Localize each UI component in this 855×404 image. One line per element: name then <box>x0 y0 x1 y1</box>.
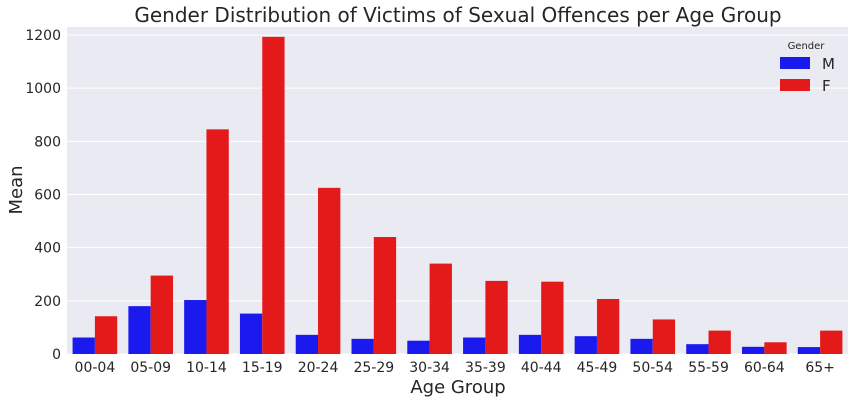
bar-m-55-59 <box>686 344 709 354</box>
legend-label-f: F <box>822 77 831 95</box>
bar-f-00-04 <box>94 316 118 354</box>
bar-f-10-14 <box>206 129 229 354</box>
bar-f-25-29 <box>373 237 397 354</box>
bar-f-30-34 <box>429 263 452 354</box>
y-tick-label: 600 <box>34 187 61 203</box>
x-tick-label: 30-34 <box>409 360 450 376</box>
bar-m-65+ <box>797 347 821 354</box>
bar-m-40-44 <box>518 334 542 354</box>
legend-label-m: M <box>822 55 835 73</box>
y-axis-label: Mean <box>6 165 27 214</box>
bar-m-15-19 <box>239 313 263 354</box>
x-tick-label: 60-64 <box>744 360 785 376</box>
chart-title: Gender Distribution of Victims of Sexual… <box>134 3 781 27</box>
bar-m-35-39 <box>463 337 486 354</box>
x-tick-labels: 00-04 05-09 10-14 15-19 20-24 25-29 30-34 35-39… <box>75 360 835 376</box>
x-tick-label: 10-14 <box>186 360 227 376</box>
y-tick-label: 1200 <box>25 28 61 44</box>
plot-area <box>67 27 848 354</box>
bar-m-05-09 <box>128 306 151 354</box>
x-tick-label: 55-59 <box>688 360 729 376</box>
y-tick-label: 1000 <box>25 81 61 97</box>
x-tick-label: 45-49 <box>577 360 618 376</box>
bar-m-00-04 <box>72 337 95 354</box>
bar-m-50-54 <box>630 338 653 354</box>
bar-m-60-64 <box>742 346 765 354</box>
legend-swatch-m <box>780 57 810 69</box>
legend-title: Gender <box>788 41 826 52</box>
y-tick-label: 200 <box>34 294 61 310</box>
bar-f-35-39 <box>485 280 508 354</box>
x-tick-label: 05-09 <box>130 360 171 376</box>
x-tick-label: 40-44 <box>521 360 562 376</box>
y-tick-label: 800 <box>34 134 61 150</box>
legend-swatch-f <box>780 79 810 91</box>
bar-f-40-44 <box>541 281 564 354</box>
bar-m-25-29 <box>351 338 374 354</box>
x-axis-label: Age Group <box>410 377 505 398</box>
bar-f-60-64 <box>764 342 787 354</box>
bar-f-15-19 <box>262 36 285 355</box>
x-tick-label: 00-04 <box>75 360 116 376</box>
x-tick-label: 25-29 <box>353 360 394 376</box>
bar-m-10-14 <box>184 300 207 354</box>
bars <box>72 36 843 355</box>
x-tick-label: 20-24 <box>298 360 339 376</box>
bar-f-45-49 <box>596 298 620 354</box>
bar-m-45-49 <box>574 336 597 354</box>
bar-f-65+ <box>820 330 843 354</box>
bar-m-20-24 <box>295 334 319 354</box>
y-tick-label: 0 <box>52 347 61 363</box>
x-tick-label: 65+ <box>805 360 835 376</box>
bar-f-20-24 <box>318 187 341 354</box>
x-tick-label: 15-19 <box>242 360 283 376</box>
x-tick-label: 50-54 <box>632 360 673 376</box>
y-tick-label: 400 <box>34 241 61 257</box>
legend: Gender M F <box>780 41 835 95</box>
y-tick-labels: 0 200 400 600 800 1000 1200 <box>25 28 61 363</box>
bar-f-50-54 <box>652 319 676 354</box>
x-tick-label: 35-39 <box>465 360 506 376</box>
bar-f-05-09 <box>150 275 173 354</box>
bar-m-30-34 <box>407 340 430 354</box>
bar-f-55-59 <box>708 330 731 354</box>
